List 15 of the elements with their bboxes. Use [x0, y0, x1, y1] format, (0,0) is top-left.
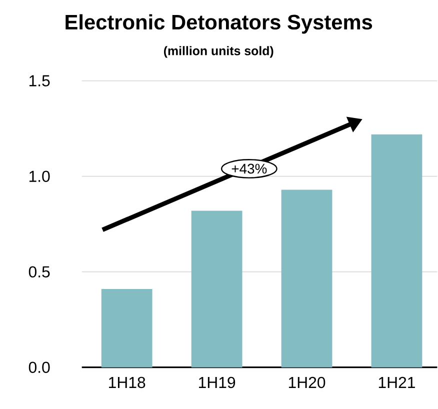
bar — [101, 288, 152, 368]
chart-subtitle: (million units sold) — [164, 46, 274, 58]
x-tick-label: 1H21 — [378, 376, 415, 388]
y-tick-label: 0.0 — [28, 362, 50, 373]
y-tick-label: 1.0 — [29, 170, 50, 182]
bar — [371, 134, 422, 368]
x-tick-label: 1H20 — [288, 376, 326, 388]
bar — [191, 210, 242, 368]
x-tick-label: 1H19 — [198, 376, 236, 388]
y-tick-label: 0.5 — [28, 266, 50, 278]
chart-title: Electronic Detonators Systems — [66, 14, 372, 34]
bar — [281, 190, 332, 368]
x-tick-label: 1H18 — [109, 376, 146, 388]
annotation: +43% — [232, 164, 267, 174]
y-tick-label: 1.5 — [29, 75, 50, 86]
